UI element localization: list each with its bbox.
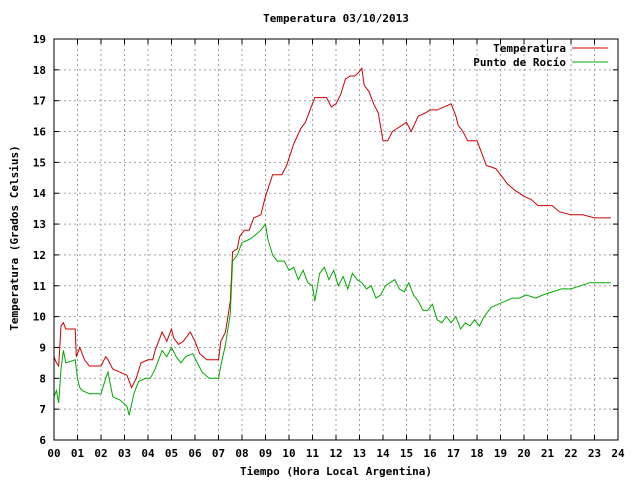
x-tick-label: 03 [118,447,131,460]
x-tick-label: 24 [611,447,625,460]
y-axis-label: Temperatura (Grados Celsius) [8,145,21,330]
y-tick-label: 18 [33,64,46,77]
y-tick-label: 10 [33,311,46,324]
y-tick-label: 12 [33,249,46,262]
x-tick-label: 06 [188,447,202,460]
series-lines [53,67,611,416]
y-tick-label: 17 [33,95,46,108]
legend-label-0: Temperatura [493,42,566,55]
y-tick-label: 11 [33,280,47,293]
x-tick-label: 21 [541,447,555,460]
y-tick-label: 15 [33,156,46,169]
legend-label-1: Punto de Rocío [473,56,566,69]
x-tick-label: 10 [282,447,295,460]
x-tick-label: 09 [259,447,272,460]
x-tick-label: 12 [329,447,342,460]
y-tick-label: 9 [39,341,46,354]
chart-title: Temperatura 03/10/2013 [263,12,409,25]
y-tick-label: 16 [33,126,47,139]
x-tick-label: 18 [470,447,483,460]
x-tick-label: 14 [376,447,390,460]
x-tick-label: 22 [564,447,577,460]
y-tick-label: 19 [33,33,46,46]
y-tick-label: 14 [33,187,47,200]
series-line-0 [53,67,611,389]
x-tick-label: 16 [423,447,437,460]
x-tick-label: 01 [71,447,85,460]
x-axis-label: Tiempo (Hora Local Argentina) [240,465,432,478]
x-tick-label: 02 [94,447,107,460]
x-tick-label: 19 [494,447,507,460]
y-tick-label: 7 [39,403,46,416]
x-tick-label: 00 [47,447,60,460]
x-tick-label: 11 [306,447,320,460]
x-tick-label: 20 [517,447,530,460]
y-tick-label: 8 [39,372,46,385]
grid [54,39,618,440]
x-axis-ticks: 00 01 02 03 04 05 06 07 08 09 10 11 12 13 14 15 16 17 18 19… [47,39,625,460]
y-axis-ticks: 6 7 8 9 10 11 12 13 14 15 16 17 18 19 [33,33,618,447]
x-tick-label: 13 [353,447,366,460]
x-tick-label: 04 [141,447,155,460]
x-tick-label: 23 [588,447,601,460]
x-tick-label: 08 [235,447,248,460]
x-tick-label: 07 [212,447,225,460]
y-tick-label: 13 [33,218,46,231]
y-tick-label: 6 [39,434,46,447]
x-tick-label: 15 [400,447,413,460]
series-line-1 [53,222,611,416]
x-tick-label: 05 [165,447,178,460]
x-tick-label: 17 [447,447,460,460]
